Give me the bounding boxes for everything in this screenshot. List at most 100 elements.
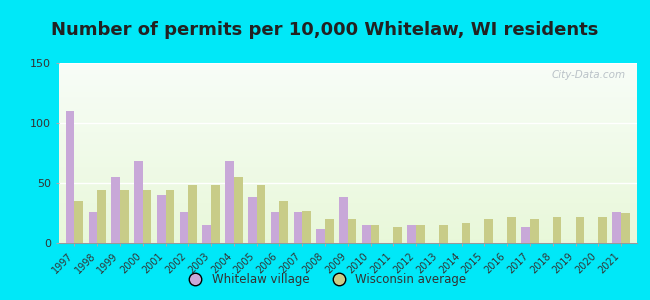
Bar	[58, 84, 637, 85]
Bar	[58, 187, 637, 188]
Bar	[58, 230, 637, 231]
Bar	[111, 177, 120, 243]
Bar	[58, 100, 637, 101]
Bar	[416, 225, 424, 243]
Bar	[58, 170, 637, 171]
Bar	[58, 191, 637, 192]
Bar	[58, 193, 637, 194]
Bar	[166, 190, 174, 243]
Bar	[211, 185, 220, 243]
Bar	[58, 105, 637, 106]
Bar	[58, 116, 637, 117]
Bar	[134, 161, 143, 243]
Bar	[58, 123, 637, 124]
Bar	[280, 201, 288, 243]
Bar	[58, 181, 637, 182]
Bar	[58, 228, 637, 229]
Bar	[58, 110, 637, 111]
Bar	[58, 214, 637, 215]
Bar	[58, 219, 637, 220]
Bar	[257, 185, 265, 243]
Bar	[58, 215, 637, 216]
Bar	[58, 236, 637, 237]
Bar	[58, 242, 637, 243]
Bar	[58, 91, 637, 92]
Bar	[58, 101, 637, 102]
Bar	[58, 119, 637, 120]
Bar	[58, 111, 637, 112]
Bar	[317, 229, 325, 243]
Bar	[58, 140, 637, 141]
Bar	[58, 143, 637, 144]
Bar	[58, 139, 637, 140]
Bar	[58, 150, 637, 151]
Bar	[58, 67, 637, 68]
Bar	[58, 130, 637, 131]
Bar	[58, 238, 637, 239]
Bar	[58, 201, 637, 202]
Bar	[58, 183, 637, 184]
Bar	[58, 160, 637, 161]
Text: City-Data.com: City-Data.com	[551, 70, 625, 80]
Bar	[58, 92, 637, 93]
Bar	[58, 83, 637, 84]
Bar	[58, 202, 637, 203]
Bar	[58, 171, 637, 172]
Bar	[612, 212, 621, 243]
Bar	[58, 175, 637, 176]
Bar	[58, 134, 637, 135]
Bar	[58, 220, 637, 221]
Bar	[58, 178, 637, 179]
Bar	[58, 112, 637, 113]
Bar	[75, 201, 83, 243]
Bar	[58, 96, 637, 97]
Bar	[58, 133, 637, 134]
Bar	[58, 106, 637, 107]
Bar	[248, 197, 257, 243]
Bar	[58, 163, 637, 164]
Bar	[58, 237, 637, 238]
Bar	[188, 185, 197, 243]
Bar	[58, 146, 637, 147]
Bar	[58, 198, 637, 199]
Bar	[58, 72, 637, 73]
Bar	[58, 156, 637, 157]
Bar	[598, 217, 607, 243]
Bar	[58, 194, 637, 195]
Bar	[58, 147, 637, 148]
Bar	[58, 102, 637, 103]
Bar	[58, 239, 637, 240]
Bar	[58, 80, 637, 81]
Bar	[58, 161, 637, 162]
Bar	[58, 132, 637, 133]
Bar	[58, 129, 637, 130]
Bar	[58, 232, 637, 233]
Bar	[58, 188, 637, 189]
Bar	[58, 158, 637, 159]
Bar	[462, 223, 471, 243]
Bar	[58, 141, 637, 142]
Bar	[370, 225, 379, 243]
Bar	[58, 195, 637, 196]
Bar	[58, 107, 637, 108]
Bar	[58, 65, 637, 66]
Bar	[325, 219, 333, 243]
Bar	[294, 212, 302, 243]
Bar	[58, 165, 637, 166]
Bar	[58, 125, 637, 126]
Bar	[58, 117, 637, 118]
Bar	[58, 138, 637, 139]
Bar	[58, 167, 637, 168]
Bar	[58, 114, 637, 115]
Bar	[58, 174, 637, 175]
Bar	[58, 122, 637, 123]
Bar	[58, 196, 637, 197]
Bar	[484, 219, 493, 243]
Bar	[58, 240, 637, 241]
Bar	[58, 235, 637, 236]
Bar	[58, 85, 637, 86]
Bar	[58, 104, 637, 105]
Bar	[58, 234, 637, 235]
Bar	[58, 121, 637, 122]
Bar	[58, 238, 637, 239]
